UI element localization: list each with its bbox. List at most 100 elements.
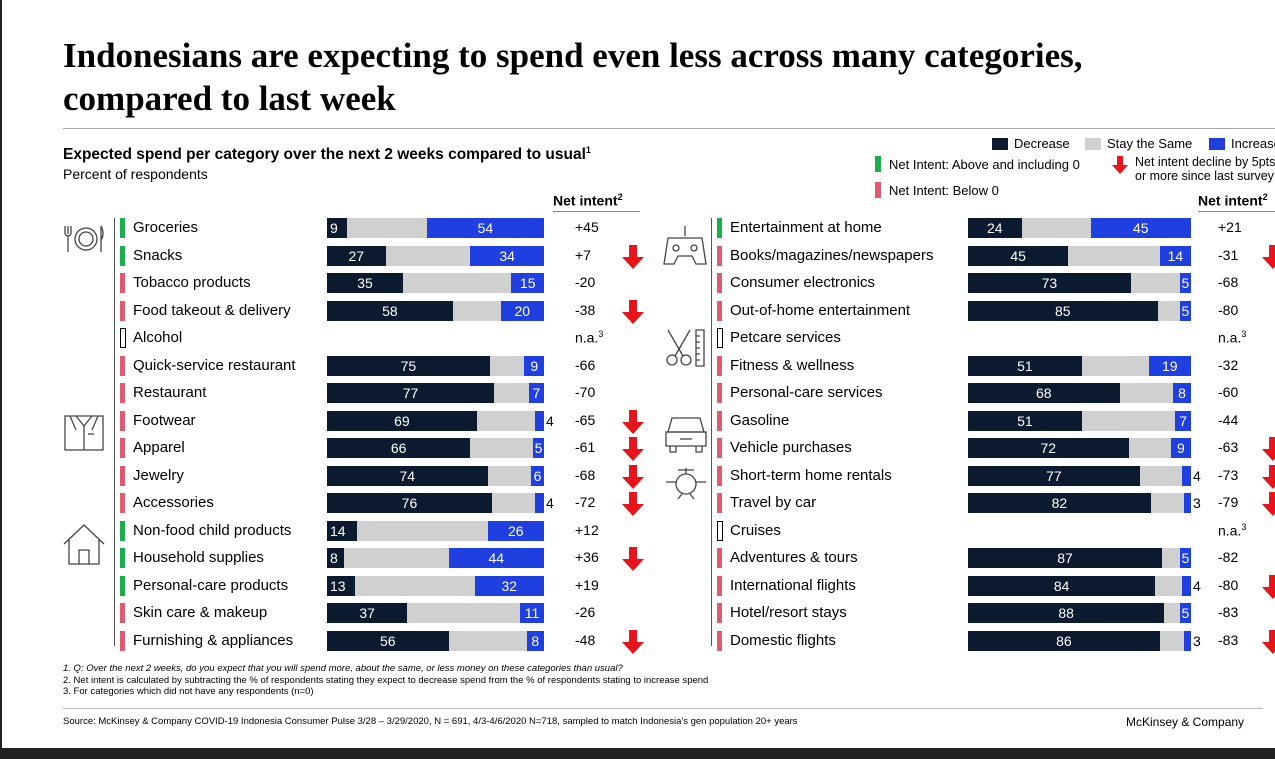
stacked-bar: 13 32 [327, 575, 544, 596]
right-row: Domestic flights 86 3 -83 [0, 628, 1275, 655]
right-row: Travel by car 82 3 -79 [0, 490, 1275, 517]
house-icon [63, 524, 105, 565]
net-intent-text: +19 [575, 576, 599, 593]
right-row: Hotel/resort stays 88 5 -83 [0, 600, 1275, 627]
category-label: Entertainment at home [730, 219, 882, 236]
bar-segment-increase: 6 [530, 465, 544, 486]
net-intent-footnote-mark: 3 [598, 329, 604, 339]
net-intent-text: -61 [575, 439, 596, 455]
bar-segment-same [491, 493, 536, 513]
stacked-bar: 51 7 [968, 410, 1191, 431]
bar-segment-decrease: 51 [968, 355, 1082, 376]
net-intent-footnote-mark: 3 [1241, 329, 1247, 339]
left-row: Restaurant 77 7 -70 [0, 380, 1275, 407]
plane-icon [666, 468, 706, 500]
net-intent-value: -83 [1218, 632, 1238, 648]
bar-segment-same [1021, 218, 1091, 238]
bar-segment-decrease: 14 [327, 520, 358, 541]
net-intent-header-right-text: Net intent [1198, 192, 1263, 209]
net-intent-text: +36 [575, 549, 599, 565]
bar-segment-increase: 9 [524, 355, 544, 376]
net-intent-value: -44 [1218, 412, 1238, 428]
net-intent-value: n.a.3 [575, 329, 603, 346]
bar-segment-increase: 45 [1090, 218, 1191, 238]
chart-subtitle-text: Expected spend per category over the nex… [63, 146, 586, 164]
bar-segment-increase: 32 [474, 575, 544, 596]
net-intent-text: +45 [575, 219, 599, 235]
net-intent-indicator [120, 493, 125, 513]
left-row: Household supplies 8 44 +36 [0, 545, 1275, 572]
bar-segment-decrease: 87 [968, 548, 1162, 568]
bar-segment-decrease: 68 [968, 383, 1120, 403]
category-label: Personal-care products [133, 576, 289, 594]
net-intent-value: +19 [575, 577, 599, 593]
left-row: Groceries 9 54 +45 [0, 215, 1275, 242]
net-intent-value: -68 [575, 467, 595, 483]
bar-segment-same [487, 465, 531, 486]
right-row: Adventures & tours 87 5 -82 [0, 545, 1275, 572]
stacked-bar: 69 4 [327, 410, 554, 431]
legend-below-swatch [875, 182, 881, 198]
net-intent-value: -26 [575, 604, 595, 620]
net-intent-header-left-text: Net intent [553, 192, 618, 209]
title-divider [63, 128, 1275, 129]
net-intent-indicator [120, 273, 125, 293]
bar-segment-increase: 5 [1179, 300, 1191, 321]
bar-segment-increase: 5 [533, 438, 544, 458]
bar-increase-value: 4 [546, 412, 554, 429]
net-intent-text: n.a. [1218, 329, 1242, 346]
right-row: Petcare services n.a.3 [0, 325, 1275, 352]
stacked-bar: 73 5 [968, 273, 1191, 293]
net-intent-text: n.a. [1218, 522, 1242, 539]
stacked-bar: 72 9 [968, 438, 1191, 458]
net-intent-value: -82 [1218, 549, 1238, 565]
bar-increase-value: 4 [546, 495, 554, 511]
legend-above-swatch [875, 156, 881, 172]
net-intent-indicator [120, 245, 125, 266]
stacked-bar: 86 3 [968, 630, 1201, 651]
category-label: Domestic flights [730, 631, 836, 649]
net-intent-indicator [717, 328, 723, 348]
right-row: Vehicle purchases 72 9 -63 [0, 435, 1275, 462]
stacked-bar: 14 26 [327, 520, 544, 541]
stacked-bar: 56 8 [327, 630, 544, 651]
bar-segment-same [355, 575, 475, 596]
bar-segment-same [346, 218, 427, 238]
legend-decrease-swatch [992, 137, 1008, 150]
bar-segment-decrease: 13 [327, 575, 356, 596]
net-intent-indicator [717, 273, 722, 293]
bar-segment-decrease: 77 [327, 383, 495, 403]
bar-segment-increase [535, 493, 544, 513]
chart-subtitle: Expected spend per category over the nex… [63, 145, 591, 164]
bar-segment-increase: 5 [1179, 548, 1191, 568]
stacked-bar: 9 54 [327, 218, 544, 238]
net-intent-value: -48 [575, 632, 595, 648]
bar-segment-increase [1184, 493, 1191, 513]
bottom-bar [0, 748, 1275, 759]
net-intent-indicator [717, 383, 722, 403]
net-intent-value: -70 [575, 384, 595, 400]
category-label: Vehicle purchases [730, 439, 852, 456]
bar-segment-same [452, 300, 501, 321]
net-intent-text: -68 [575, 466, 596, 483]
decline-arrow-icon [622, 629, 644, 654]
bar-segment-increase [1182, 575, 1191, 596]
net-intent-value: +45 [575, 219, 599, 235]
source-note: Source: McKinsey & Company COVID-19 Indo… [63, 716, 798, 727]
bar-segment-increase: 26 [487, 520, 544, 541]
category-label: Cruises [730, 521, 781, 539]
net-intent-value: -65 [575, 412, 595, 428]
bar-segment-same [402, 273, 512, 293]
net-intent-header-left: Net intent2 [553, 192, 623, 209]
stacked-bar: 87 5 [968, 548, 1191, 568]
right-row: Entertainment at home 24 45 +21 [0, 215, 1275, 242]
left-row: Alcohol n.a.3 [0, 325, 1275, 352]
net-intent-indicator [717, 493, 722, 513]
net-intent-text: -80 [1218, 301, 1239, 318]
category-label: Footwear [133, 411, 196, 429]
net-intent-value: -80 [1218, 302, 1238, 318]
net-intent-indicator [120, 355, 125, 376]
bar-segment-same [1068, 245, 1160, 266]
bar-segment-decrease: 27 [327, 245, 386, 266]
legend-above-label: Net Intent: Above and including 0 [889, 156, 1080, 172]
